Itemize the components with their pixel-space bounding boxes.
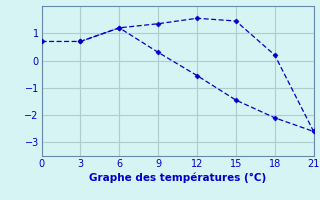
X-axis label: Graphe des températures (°C): Graphe des températures (°C) xyxy=(89,173,266,183)
